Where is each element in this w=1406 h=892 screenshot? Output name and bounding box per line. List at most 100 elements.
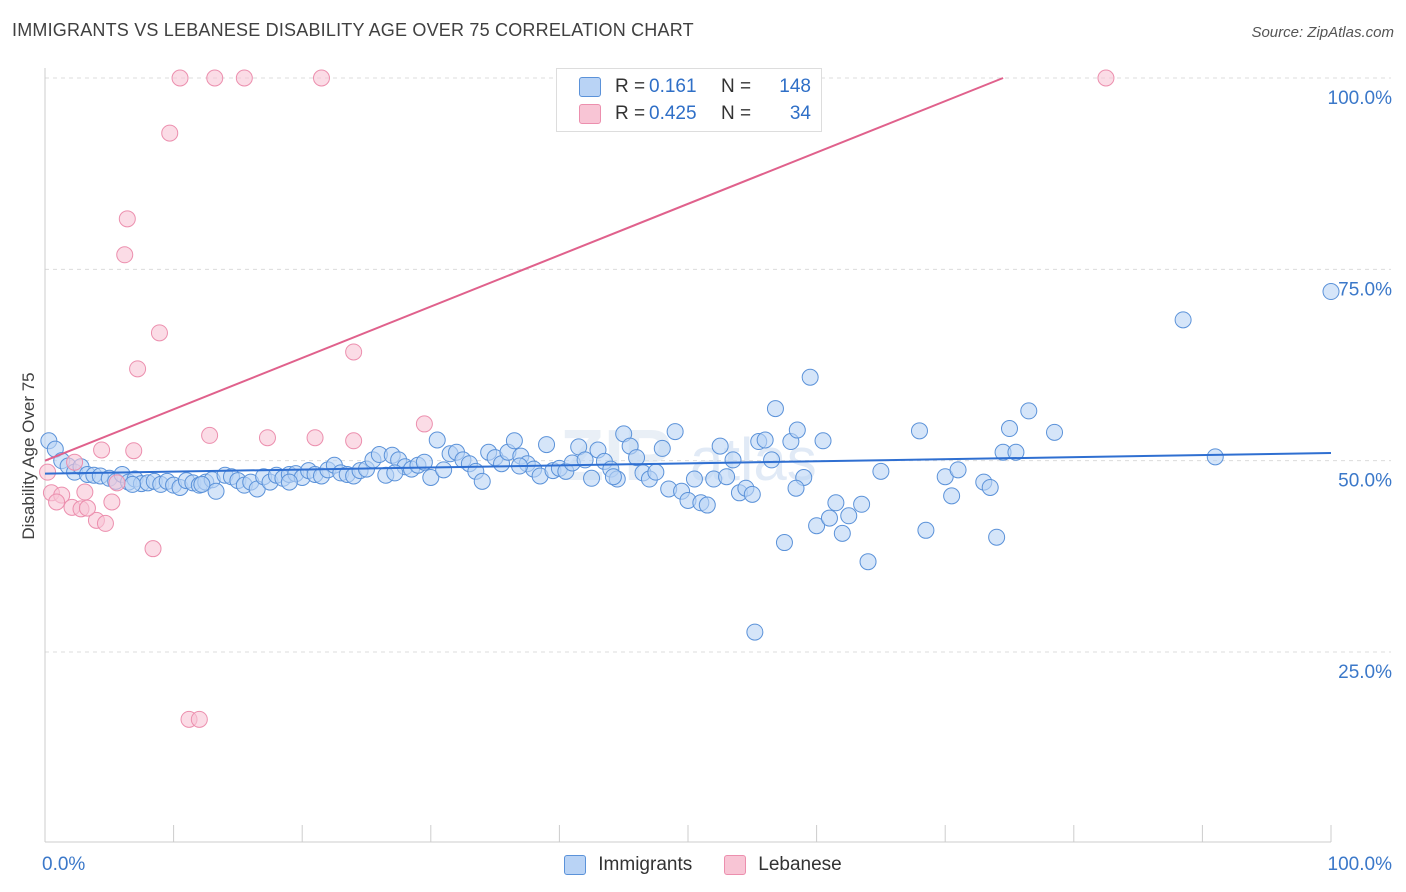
immigrants-point: [653, 439, 671, 457]
legend-r-value: 0.161: [649, 76, 697, 97]
immigrants-point: [1001, 420, 1018, 438]
lebanese-point: [235, 69, 253, 87]
lebanese-point: [108, 474, 126, 492]
immigrants-point: [1206, 448, 1224, 466]
x-tick-label: 0.0%: [42, 854, 85, 875]
immigrants-point: [981, 478, 999, 496]
immigrants-point: [988, 528, 1006, 546]
lebanese-point: [150, 324, 168, 342]
immigrants-point: [193, 475, 211, 493]
immigrants-legend-label: Immigrants: [598, 854, 693, 875]
immigrants-point: [775, 534, 793, 552]
immigrants-point: [872, 462, 890, 480]
y-tick-label: 50.0%: [1338, 471, 1392, 492]
immigrants-point: [583, 469, 601, 487]
lebanese-point: [48, 493, 66, 511]
immigrants-point: [647, 463, 665, 481]
x-tick-labels: 0.0% 100.0%: [42, 854, 1392, 875]
immigrants-point: [743, 485, 761, 503]
lebanese-point: [345, 432, 363, 450]
stats-legend: R = 0.161 N = 148 R = 0.425 N = 34: [556, 68, 822, 132]
lebanese-point: [103, 493, 121, 511]
axes: [44, 68, 1331, 843]
immigrants-point: [698, 496, 716, 514]
immigrants-point: [428, 431, 446, 449]
lebanese-point: [258, 429, 276, 447]
lebanese-point: [161, 124, 179, 142]
legend-r-label: R =: [615, 103, 646, 124]
immigrants-point: [576, 451, 594, 469]
lebanese-legend-swatch: [724, 855, 747, 875]
immigrants-legend-swatch: [564, 855, 587, 875]
immigrants-point: [756, 431, 774, 449]
x-ticks: [44, 825, 1332, 842]
immigrants-point: [808, 517, 826, 535]
legend-item-lebanese[interactable]: Lebanese: [724, 854, 842, 876]
immigrants-point: [1322, 283, 1340, 301]
immigrants-point: [766, 400, 784, 418]
immigrants-point: [207, 482, 225, 500]
lebanese-point: [312, 69, 330, 87]
immigrants-point: [859, 553, 877, 571]
legend-n-value: 34: [789, 103, 811, 124]
lebanese-point: [116, 246, 134, 264]
immigrants-point: [1007, 443, 1025, 461]
lebanese-point: [306, 429, 324, 447]
immigrants-point: [943, 487, 961, 505]
immigrants-point: [422, 469, 440, 487]
lebanese-point: [39, 463, 57, 481]
immigrants-point: [628, 449, 646, 467]
immigrants-point: [917, 521, 935, 539]
lebanese-points: [39, 69, 1115, 728]
y-axis-title: Disability Age Over 75: [19, 372, 38, 539]
lebanese-point: [78, 499, 96, 517]
immigrants-point: [538, 436, 556, 454]
immigrants-point: [724, 451, 742, 469]
trend-lines: [44, 77, 1332, 475]
legend-r-value: 0.425: [649, 103, 697, 124]
lebanese-point: [345, 343, 363, 361]
immigrants-point: [1020, 402, 1038, 420]
immigrants-point: [820, 509, 838, 527]
legend-item-immigrants[interactable]: Immigrants: [564, 854, 692, 876]
immigrants-point: [711, 437, 729, 455]
lebanese-point: [66, 453, 84, 471]
x-tick-label: 100.0%: [1328, 854, 1393, 875]
lebanese-point: [1097, 69, 1115, 87]
y-tick-label: 25.0%: [1338, 662, 1392, 683]
lebanese-point: [129, 360, 147, 378]
lebanese-point: [93, 441, 111, 459]
immigrants-point: [787, 479, 805, 497]
immigrants-point: [666, 423, 684, 441]
immigrants-point: [473, 472, 491, 490]
lebanese-point: [76, 483, 94, 501]
immigrants-point: [746, 623, 764, 641]
legend-r-label: R =: [615, 76, 646, 97]
immigrants-point: [788, 421, 806, 439]
y-tick-label: 75.0%: [1338, 279, 1392, 300]
lebanese-point: [144, 540, 162, 558]
immigrants-point: [949, 461, 967, 479]
y-tick-label: 100.0%: [1328, 88, 1393, 109]
immigrants-swatch: [579, 77, 601, 97]
lebanese-point: [118, 210, 136, 228]
immigrants-point: [280, 473, 298, 491]
lebanese-legend-label: Lebanese: [758, 854, 842, 875]
series-legend: Immigrants Lebanese: [0, 852, 1406, 878]
immigrants-point: [763, 451, 781, 469]
legend-n-value: 148: [779, 76, 811, 97]
immigrants-point: [814, 432, 832, 450]
immigrants-point: [685, 470, 703, 488]
lebanese-point: [96, 514, 114, 532]
immigrants-point: [827, 494, 845, 512]
immigrants-point: [1174, 311, 1192, 329]
immigrants-point: [801, 368, 819, 386]
immigrants-point: [853, 495, 871, 513]
legend-n-label: N =: [721, 76, 752, 97]
immigrants-point: [718, 468, 736, 486]
lebanese-point: [206, 69, 224, 87]
lebanese-swatch: [579, 104, 601, 124]
legend-n-label: N =: [721, 103, 752, 124]
legend-row-immigrants: R = 0.161 N = 148: [579, 75, 811, 99]
